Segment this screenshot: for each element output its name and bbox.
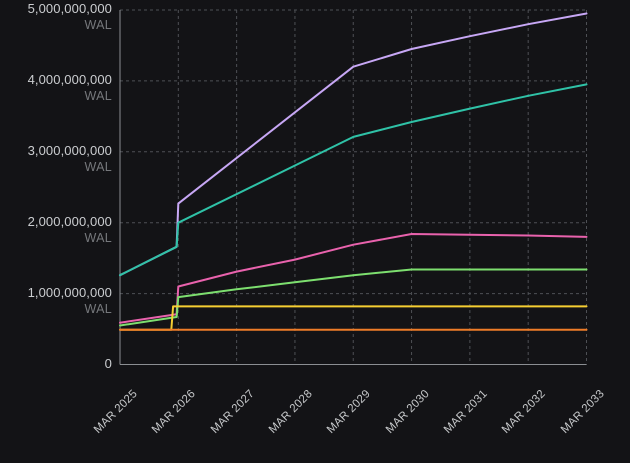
- wal-token-unlock-line-chart: 5,000,000,000 WAL 4,000,000,000 WAL 3,000,00…: [28, 1, 607, 436]
- series-line-teal-series: [119, 83, 588, 277]
- plot-area: [119, 9, 588, 365]
- series-line-pink-series: [119, 233, 588, 324]
- series-line-green-series: [119, 268, 588, 327]
